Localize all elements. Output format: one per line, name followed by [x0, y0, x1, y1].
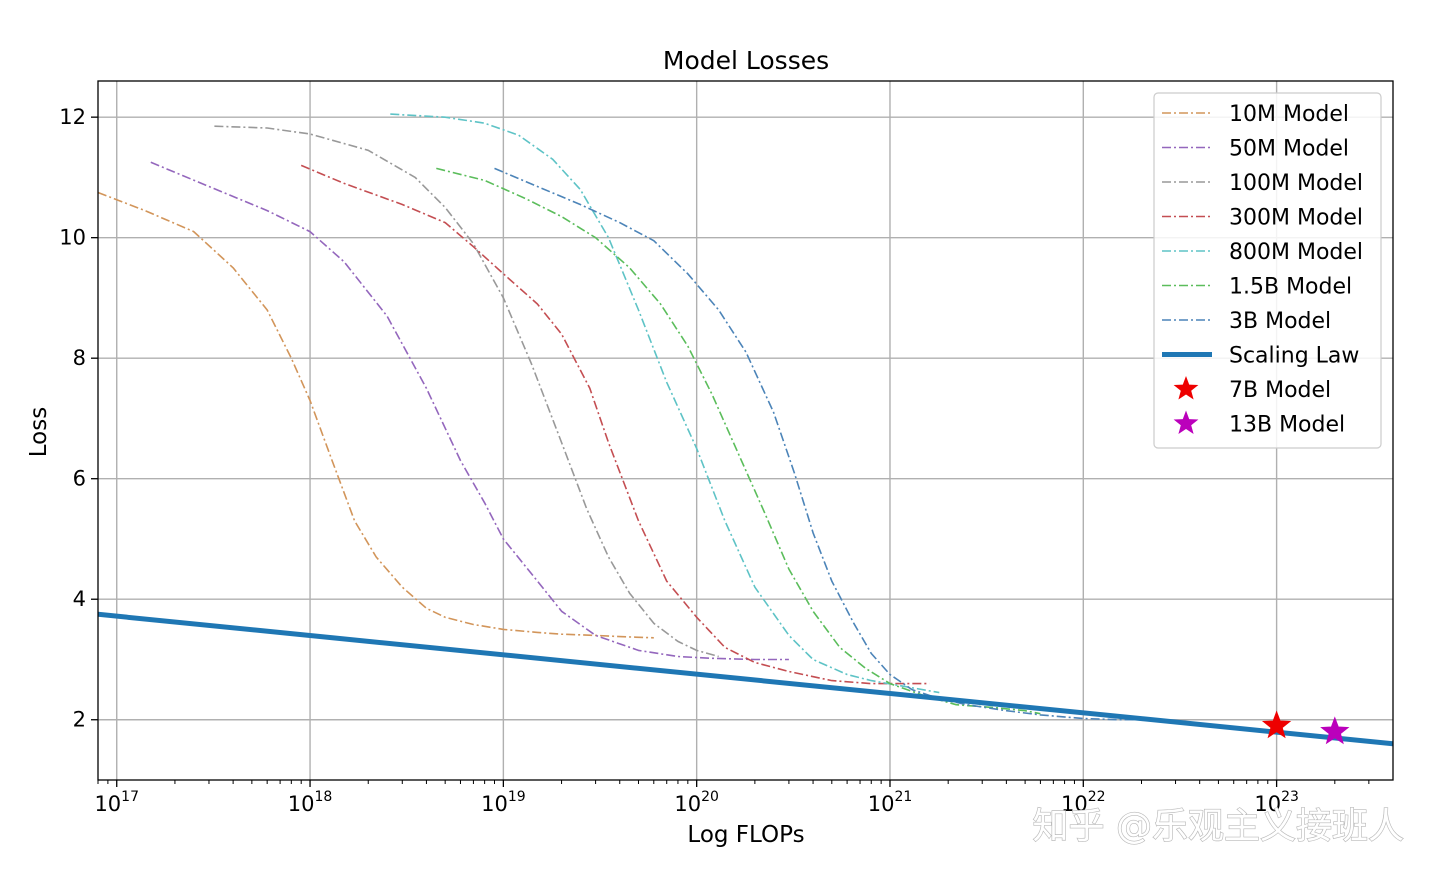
x-tick-base: 10 [1061, 792, 1088, 816]
legend-label: Scaling Law [1229, 344, 1359, 369]
y-tick-label: 6 [73, 467, 86, 491]
legend-label: 13B Model [1229, 413, 1345, 438]
legend-label: 7B Model [1229, 378, 1331, 403]
legend: 10M Model 50M Model 100M Model 300M Model 80… [1153, 92, 1382, 449]
x-tick-exponent: 18 [315, 789, 333, 805]
x-tick-base: 10 [94, 792, 121, 816]
y-tick-label: 8 [73, 346, 86, 370]
marker-7b-model [1261, 710, 1292, 739]
legend-star [1173, 376, 1199, 400]
legend-label: 1.5B Model [1229, 275, 1352, 300]
x-tick-label: 1021 [868, 789, 913, 816]
x-tick-base: 10 [868, 792, 895, 816]
legend-label: 100M Model [1229, 171, 1363, 196]
y-axis-ticks: 2 4 6 8 10 12 [59, 105, 98, 732]
series-line-10m-model [98, 191, 654, 639]
y-tick-label: 10 [59, 226, 86, 250]
x-tick-base: 10 [1254, 792, 1281, 816]
x-tick-label: 1018 [288, 789, 333, 816]
x-axis-ticks: 1017 1018 1019 1020 1021 1022 1023 [94, 780, 1370, 816]
x-tick-label: 1017 [94, 789, 139, 816]
legend-box [1153, 92, 1382, 449]
x-tick-label: 1019 [481, 789, 526, 816]
series-line-50m-model [150, 161, 789, 661]
series-line-800m-model [390, 113, 940, 694]
series-layer [98, 113, 1393, 747]
legend-label: 300M Model [1229, 206, 1363, 231]
series-line-scaling-law [98, 611, 1393, 747]
x-tick-exponent: 19 [508, 789, 526, 805]
y-axis-label: Loss [26, 407, 52, 457]
legend-label: 50M Model [1229, 137, 1349, 162]
x-tick-base: 10 [288, 792, 315, 816]
x-axis-label: Log FLOPs [687, 822, 804, 848]
legend-label: 800M Model [1229, 240, 1363, 265]
marker-13b-model [1320, 716, 1350, 745]
series-line-3b-model [494, 167, 1142, 721]
y-tick-label: 2 [73, 708, 86, 732]
x-tick-exponent: 20 [701, 789, 719, 805]
x-tick-exponent: 17 [121, 789, 139, 805]
watermark: 知乎 @乐观主义接班人 [1033, 806, 1404, 847]
series-line-300m-model [300, 164, 930, 685]
x-tick-label: 1020 [674, 789, 719, 816]
chart-title: Model Losses [663, 46, 829, 75]
x-tick-exponent: 23 [1281, 789, 1299, 805]
legend-label: 10M Model [1229, 102, 1349, 127]
plot-frame [97, 80, 1394, 781]
x-tick-exponent: 21 [894, 789, 912, 805]
x-tick-exponent: 22 [1088, 789, 1106, 805]
y-tick-label: 12 [59, 105, 86, 129]
series-line-100m-model [214, 125, 719, 658]
legend-label: 3B Model [1229, 309, 1331, 334]
x-tick-label: 1023 [1254, 789, 1299, 816]
x-tick-base: 10 [674, 792, 701, 816]
y-tick-label: 4 [73, 587, 86, 611]
series-line-1-5b-model [436, 167, 1041, 715]
x-tick-base: 10 [481, 792, 508, 816]
legend-star [1173, 410, 1199, 434]
x-tick-label: 1022 [1061, 789, 1106, 816]
